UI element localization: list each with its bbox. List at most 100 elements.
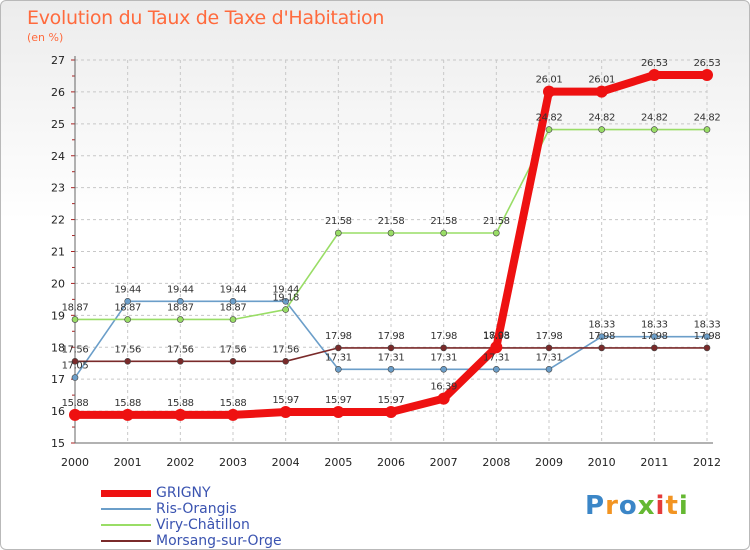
legend-swatch: [101, 490, 151, 497]
data-label: 17.31: [325, 352, 352, 363]
x-tick-label: 2003: [219, 456, 247, 469]
data-label: 19.44: [167, 284, 194, 295]
data-label: 16.39: [430, 382, 457, 393]
x-tick-label: 2006: [377, 456, 405, 469]
data-point: [493, 365, 500, 373]
legend-swatch: [101, 524, 151, 526]
data-label: 17.05: [62, 361, 89, 372]
data-label: 21.58: [325, 216, 352, 227]
data-label: 17.98: [378, 331, 405, 342]
y-tick-label: 23: [51, 182, 65, 195]
x-tick-label: 2000: [61, 456, 89, 469]
data-point: [229, 297, 237, 305]
data-label: 19.44: [114, 284, 141, 295]
data-label: 18.33: [641, 320, 668, 331]
data-label: 18.03: [483, 330, 510, 341]
data-point: [227, 408, 239, 421]
data-point: [174, 408, 187, 421]
data-label: 18.87: [220, 302, 247, 313]
y-tick-label: 16: [51, 405, 65, 418]
series-line-grigny: [71, 71, 711, 419]
data-label: 18.33: [588, 320, 615, 331]
data-point: [282, 357, 289, 365]
data-point: [387, 365, 395, 373]
x-tick-label: 2001: [114, 456, 142, 469]
x-tick-label: 2012: [693, 456, 721, 469]
data-point: [335, 229, 342, 237]
data-point: [543, 85, 555, 98]
data-point: [651, 344, 658, 352]
data-label: 18.33: [694, 320, 721, 331]
logo-letter: t: [665, 491, 679, 521]
data-label: 17.31: [378, 352, 405, 363]
data-point: [124, 357, 131, 365]
x-tick-label: 2010: [588, 456, 616, 469]
data-point: [229, 357, 237, 365]
data-label: 17.98: [588, 331, 615, 342]
data-point: [177, 297, 184, 305]
data-point: [332, 406, 345, 419]
y-tick-label: 22: [51, 214, 65, 227]
data-label: 19.44: [272, 284, 299, 295]
logo-letter: P: [585, 491, 606, 521]
data-label: 18.87: [62, 302, 89, 313]
data-label: 17.98: [536, 331, 563, 342]
data-label: 19.44: [220, 284, 247, 295]
data-label: 19.18: [272, 293, 299, 304]
data-point: [595, 85, 608, 98]
data-point: [124, 316, 131, 323]
data-point: [124, 297, 131, 305]
data-point: [545, 365, 553, 373]
data-point: [335, 365, 342, 373]
data-label: 18.87: [167, 302, 194, 313]
data-point: [279, 406, 292, 419]
legend-label: Morsang-sur-Orge: [156, 533, 282, 549]
data-point: [282, 297, 289, 305]
data-label: 15.88: [62, 398, 89, 409]
data-label: 18.87: [114, 302, 141, 313]
data-point: [598, 126, 605, 133]
data-label: 17.56: [167, 344, 194, 355]
data-point: [440, 229, 447, 237]
data-point: [121, 408, 134, 421]
data-point: [703, 344, 711, 352]
data-label: 26.01: [536, 75, 563, 86]
chart-title: Evolution du Taux de Taxe d'Habitation: [27, 7, 385, 29]
y-tick-label: 18: [51, 341, 65, 354]
data-label: 26.01: [588, 75, 615, 86]
data-label: 17.98: [694, 331, 721, 342]
x-tick-label: 2005: [324, 456, 352, 469]
data-label: 17.56: [272, 344, 299, 355]
data-label: 15.88: [167, 398, 194, 409]
logo-letter: i: [678, 491, 689, 521]
x-tick-label: 2009: [535, 456, 563, 469]
data-point: [387, 344, 395, 352]
data-point: [701, 69, 713, 82]
data-point: [335, 344, 342, 352]
data-point: [490, 341, 503, 354]
data-point: [545, 344, 553, 352]
proxiti-logo: Proxiti: [585, 491, 689, 521]
data-point: [703, 126, 711, 133]
y-tick-label: 21: [51, 246, 65, 259]
data-point: [71, 374, 79, 381]
data-label: 15.97: [272, 395, 299, 406]
legend-label: Viry-Châtillon: [156, 517, 250, 533]
data-label: 26.53: [641, 58, 668, 69]
x-tick-label: 2007: [430, 456, 458, 469]
data-label: 17.56: [220, 344, 247, 355]
legend-swatch: [101, 540, 151, 542]
data-point: [229, 316, 237, 323]
y-tick-label: 17: [51, 373, 65, 386]
legend-label: GRIGNY: [156, 485, 211, 501]
data-point: [703, 333, 711, 341]
data-point: [71, 316, 79, 323]
data-label: 15.97: [378, 395, 405, 406]
data-label: 17.98: [483, 331, 510, 342]
data-point: [177, 357, 184, 365]
data-point: [69, 408, 81, 421]
data-label: 17.56: [114, 344, 141, 355]
data-label: 24.82: [694, 113, 721, 124]
y-tick-label: 25: [51, 118, 65, 131]
